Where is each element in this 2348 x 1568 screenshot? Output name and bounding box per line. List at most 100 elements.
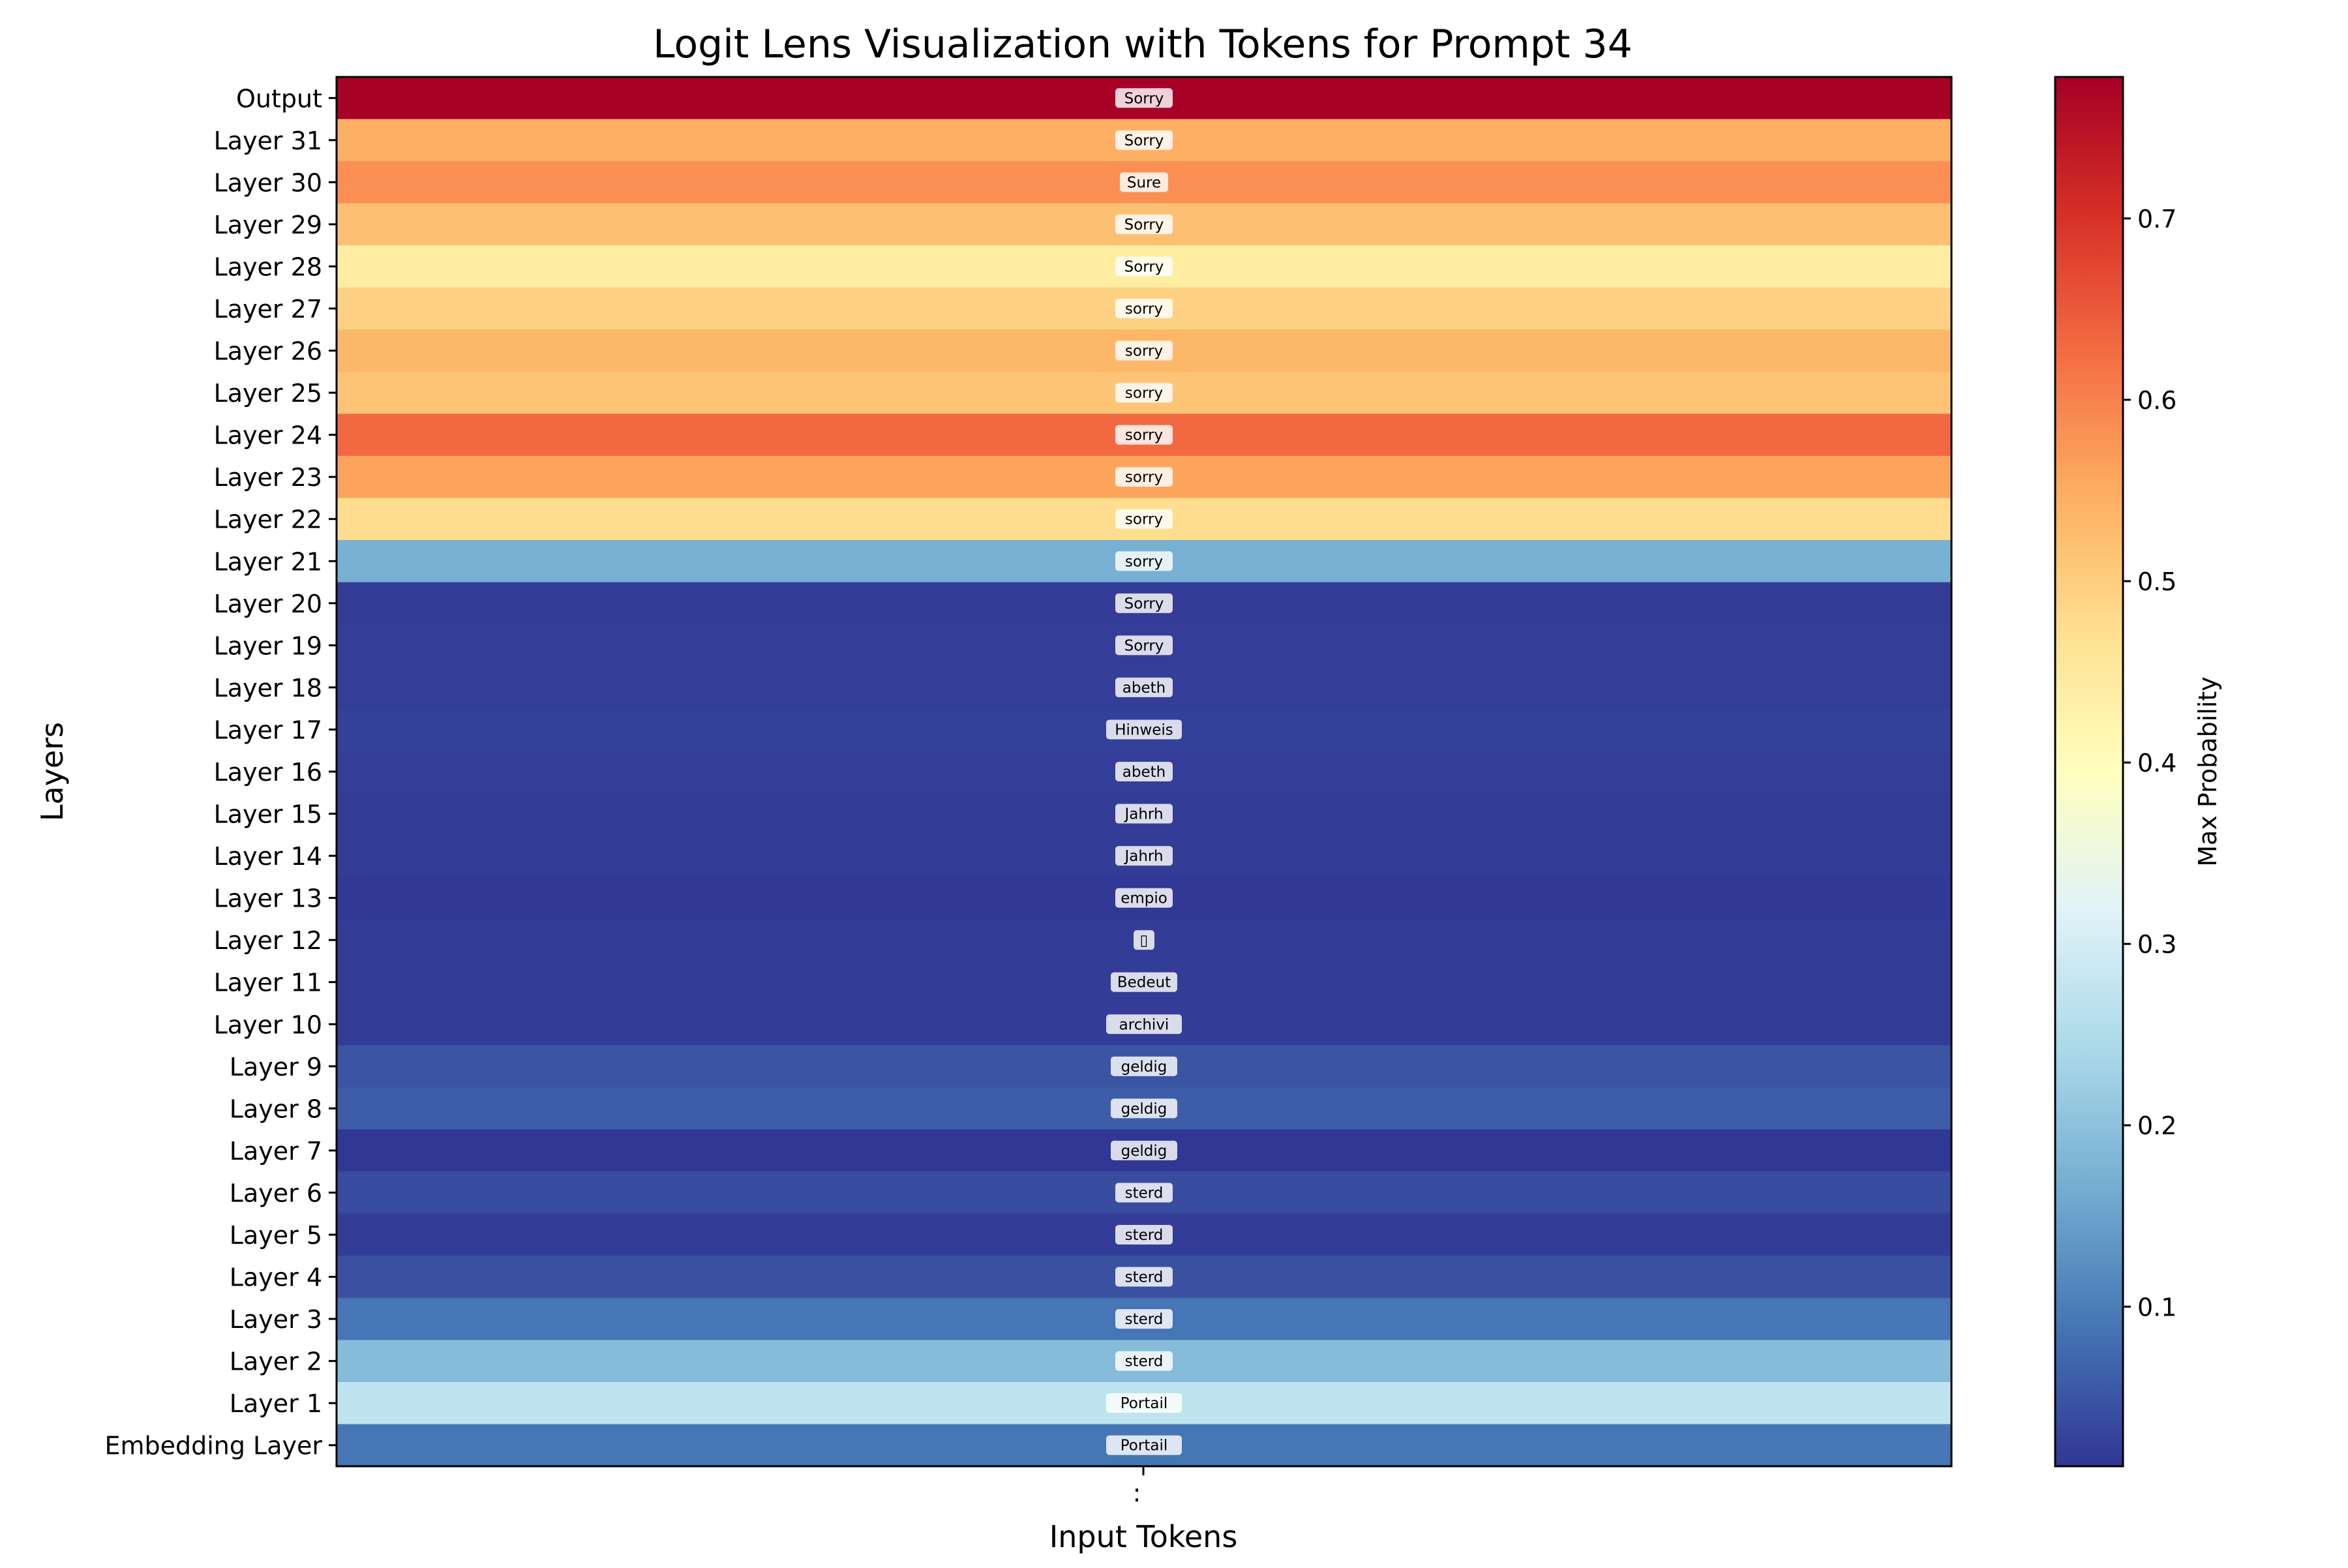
y-axis-tick-label: Embedding Layer — [104, 1432, 322, 1460]
token-label-box — [1115, 677, 1173, 697]
token-label-box — [1115, 1351, 1173, 1371]
token-label-box — [1115, 256, 1173, 277]
colorbar-tick-label: 0.4 — [2137, 749, 2176, 777]
token-label: Sorry — [1124, 217, 1164, 234]
y-axis-tick-label: Layer 6 — [230, 1179, 322, 1207]
token-label: sorry — [1125, 427, 1163, 444]
token-label-box — [1111, 1140, 1177, 1160]
y-axis-tick-label: Layer 24 — [214, 421, 322, 450]
y-axis-tick-label: Layer 2 — [230, 1348, 322, 1376]
token-label: abeth — [1122, 680, 1166, 697]
token-label-box — [1134, 930, 1154, 950]
token-label-box — [1115, 340, 1173, 361]
y-axis-tick-label: Layer 27 — [214, 295, 322, 324]
x-axis-tick-label: : — [1133, 1479, 1141, 1507]
y-axis-tick-label: Layer 11 — [214, 969, 322, 997]
token-label-box — [1115, 593, 1173, 613]
token-label-box — [1106, 1393, 1182, 1413]
y-axis-tick-label: Layer 8 — [230, 1094, 322, 1123]
colorbar — [2054, 76, 2124, 1468]
token-label-box — [1115, 804, 1173, 824]
token-label: Sure — [1127, 174, 1161, 191]
colorbar-tick-label: 0.5 — [2137, 567, 2176, 596]
colorbar-ticks: 0.1 0.2 0.3 0.4 0.5 0.6 0.7 — [2123, 205, 2176, 1321]
token-label-box — [1111, 1056, 1177, 1076]
token-label: Bedeut — [1117, 974, 1171, 991]
token-label: sorry — [1125, 301, 1163, 318]
token-label-box — [1115, 88, 1173, 108]
y-axis-tick-label: Layer 17 — [214, 716, 322, 744]
y-axis-tick-label: Layer 28 — [214, 252, 322, 281]
y-axis-tick-label: Layer 16 — [214, 758, 322, 787]
token-label: sterd — [1125, 1184, 1164, 1201]
token-label: geldig — [1121, 1059, 1167, 1076]
token-label: sterd — [1125, 1269, 1164, 1286]
y-axis-tick-label: Layer 20 — [214, 590, 322, 618]
token-label-box — [1115, 1267, 1173, 1287]
colorbar-tick-label: 0.7 — [2137, 205, 2176, 234]
token-label-box — [1115, 888, 1173, 908]
y-axis-tick-label: Layer 26 — [214, 337, 322, 366]
x-axis-label: Input Tokens — [1049, 1519, 1238, 1554]
token-label-box — [1115, 1183, 1173, 1203]
y-axis-tick-label: Layer 4 — [230, 1263, 322, 1292]
colorbar-tick-label: 0.1 — [2137, 1293, 2176, 1321]
colorbar-label: Max Probability — [2193, 676, 2222, 867]
token-label: sorry — [1125, 511, 1163, 528]
token-label: sterd — [1125, 1311, 1164, 1328]
token-label-box — [1115, 635, 1173, 656]
token-label: empio — [1121, 890, 1167, 907]
token-label: Sorry — [1124, 90, 1164, 107]
token-label-box — [1111, 972, 1177, 992]
token-label: abeth — [1122, 764, 1166, 781]
token-label-box — [1106, 719, 1182, 740]
chart-title: Logit Lens Visualization with Tokens for… — [653, 22, 1633, 67]
token-label-box — [1115, 130, 1173, 150]
token-label: Portail — [1121, 1438, 1167, 1455]
y-axis-tick-label: Layer 14 — [214, 842, 322, 871]
token-label-box — [1106, 1014, 1182, 1034]
token-label: geldig — [1121, 1100, 1167, 1117]
heatmap-cells — [337, 77, 1951, 1467]
y-axis-tick-label: Layer 10 — [214, 1010, 322, 1039]
token-label-box — [1115, 299, 1173, 318]
y-axis-tick-label: Layer 7 — [230, 1137, 322, 1166]
y-axis-tick-label: Layer 1 — [230, 1389, 322, 1418]
y-axis-tick-label: Layer 15 — [214, 800, 322, 829]
y-axis-tick-label: Layer 12 — [214, 926, 322, 955]
y-axis-tick-label: Output — [236, 84, 322, 113]
token-label: sorry — [1125, 385, 1163, 402]
y-axis-tick-label: Layer 9 — [230, 1053, 322, 1081]
colorbar-tick-label: 0.2 — [2137, 1111, 2176, 1140]
colorbar-tick-label: 0.3 — [2137, 930, 2176, 959]
y-axis-label: Layers — [35, 722, 70, 821]
token-label: sterd — [1125, 1227, 1164, 1244]
y-axis-tick-label: Layer 21 — [214, 547, 322, 576]
token-label: sorry — [1125, 553, 1163, 570]
token-label-box — [1120, 172, 1168, 192]
token-label-box — [1115, 762, 1173, 781]
token-label: geldig — [1121, 1143, 1167, 1160]
y-axis-tick-label: Layer 30 — [214, 168, 322, 197]
colorbar-tick-label: 0.6 — [2137, 386, 2176, 415]
y-axis-tick-label: Layer 23 — [214, 463, 322, 492]
token-label: sorry — [1125, 343, 1163, 360]
token-label: sorry — [1125, 469, 1163, 486]
token-label-box — [1106, 1435, 1182, 1455]
y-axis-tick-label: Layer 13 — [214, 884, 322, 913]
token-label-box — [1115, 383, 1173, 403]
token-label: Portail — [1121, 1395, 1167, 1412]
token-label-box — [1115, 509, 1173, 529]
y-axis-tick-label: Layer 25 — [214, 379, 322, 408]
y-axis-tick-label: Layer 31 — [214, 127, 322, 155]
token-label: Jahrh — [1123, 806, 1163, 823]
token-label-box — [1115, 467, 1173, 487]
heatmap-cell-labels: Sorry Sorry Sure Sorry Sorry sorry sorry sorry s… — [1106, 88, 1182, 1455]
token-label: Sorry — [1124, 258, 1164, 275]
token-label: Sorry — [1124, 132, 1164, 149]
token-label: ▯ — [1140, 932, 1149, 949]
y-axis-tick-label: Layer 29 — [214, 211, 322, 239]
token-label-box — [1115, 846, 1173, 866]
